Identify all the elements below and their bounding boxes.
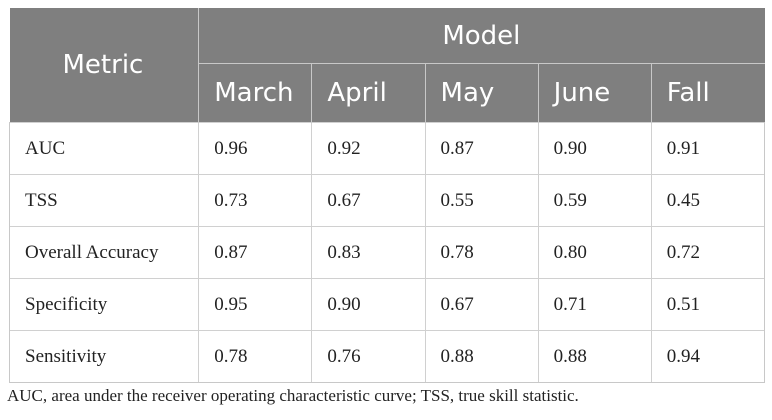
table-cell: 0.80 <box>537 226 652 279</box>
table-cell: 0.88 <box>424 330 539 383</box>
column-header-june: June <box>537 63 652 123</box>
metric-label: AUC <box>8 122 199 175</box>
table-row: AUC 0.96 0.92 0.87 0.90 0.91 <box>8 122 766 175</box>
table-cell: 0.67 <box>311 174 426 227</box>
table-cell: 0.95 <box>198 278 312 331</box>
table-cell: 0.90 <box>537 122 652 175</box>
column-header-may: May <box>424 63 539 123</box>
table-cell: 0.90 <box>311 278 426 331</box>
table-cell: 0.71 <box>537 278 652 331</box>
table-cell: 0.88 <box>537 330 652 383</box>
metric-column-header: Metric <box>9 8 200 123</box>
table-row: Overall Accuracy 0.87 0.83 0.78 0.80 0.7… <box>8 226 766 279</box>
table-cell: 0.51 <box>650 278 766 331</box>
metric-label: Specificity <box>8 278 199 331</box>
table-cell: 0.91 <box>650 122 766 175</box>
table-row: Sensitivity 0.78 0.76 0.88 0.88 0.94 <box>8 330 766 383</box>
table-cell: 0.96 <box>198 122 312 175</box>
metric-label: Sensitivity <box>8 330 199 383</box>
column-header-fall: Fall <box>650 63 765 123</box>
table-cell: 0.92 <box>311 122 426 175</box>
table-footnote: AUC, area under the receiver operating c… <box>7 386 579 405</box>
table-cell: 0.94 <box>650 330 766 383</box>
table-row: TSS 0.73 0.67 0.55 0.59 0.45 <box>8 174 766 227</box>
metric-label: TSS <box>8 174 199 227</box>
table-cell: 0.59 <box>537 174 652 227</box>
metric-label: Overall Accuracy <box>8 226 199 279</box>
table-cell: 0.55 <box>424 174 539 227</box>
table-cell: 0.83 <box>311 226 426 279</box>
table-cell: 0.67 <box>424 278 539 331</box>
table-cell: 0.87 <box>198 226 312 279</box>
table-cell: 0.76 <box>311 330 426 383</box>
table-row: Specificity 0.95 0.90 0.67 0.71 0.51 <box>8 278 766 331</box>
column-header-march: March <box>198 63 312 123</box>
column-header-april: April <box>311 63 426 123</box>
table-cell: 0.73 <box>198 174 312 227</box>
table-cell: 0.78 <box>424 226 539 279</box>
model-group-header: Model <box>198 8 765 64</box>
table-cell: 0.87 <box>424 122 539 175</box>
table-cell: 0.78 <box>198 330 312 383</box>
metrics-table: Metric Model March April May June Fall A… <box>8 8 766 383</box>
table-cell: 0.72 <box>650 226 766 279</box>
table-cell: 0.45 <box>650 174 766 227</box>
